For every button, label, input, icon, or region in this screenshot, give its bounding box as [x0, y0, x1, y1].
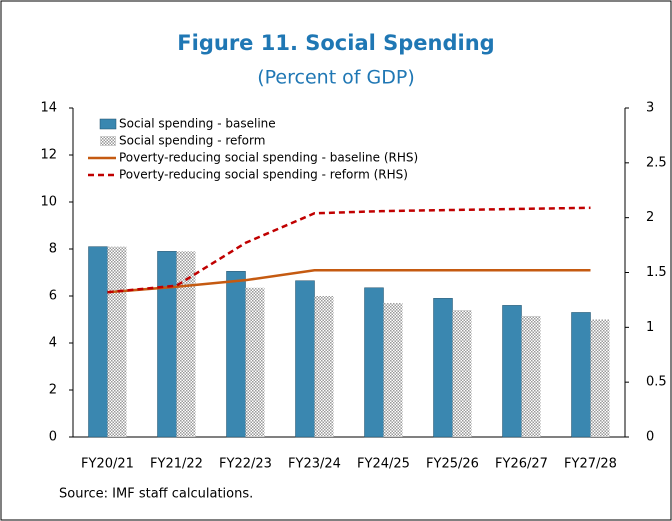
line: [107, 206, 591, 294]
y2-tick-label: 0: [646, 430, 654, 445]
x-tick-label: FY23/24: [288, 457, 341, 472]
bar: [88, 246, 108, 438]
bar: [452, 310, 472, 437]
x-tick-label: FY27/28: [564, 457, 617, 472]
legend-swatch: [99, 118, 117, 130]
legend-label: Social spending - reform: [119, 134, 265, 148]
bar: [502, 305, 522, 438]
bar: [295, 280, 315, 438]
chart-title: Figure 11. Social Spending: [177, 31, 494, 55]
bar: [571, 312, 591, 438]
chart-subtitle: (Percent of GDP): [257, 67, 415, 89]
y2-tick-label: 0.5: [646, 375, 667, 390]
y-tick-label: 0: [49, 430, 57, 445]
bar: [314, 296, 334, 437]
bar: [364, 287, 384, 438]
x-tick-label: FY26/27: [495, 457, 548, 472]
line: [107, 269, 591, 294]
y-tick-label: 12: [40, 148, 57, 163]
bar: [107, 246, 127, 437]
bar: [590, 319, 610, 437]
bar: [176, 251, 196, 437]
bar: [521, 315, 541, 437]
y-tick-label: 2: [49, 383, 57, 398]
y-tick-label: 8: [49, 242, 57, 257]
bar: [433, 298, 453, 438]
y-tick-label: 6: [49, 289, 57, 304]
y2-tick-label: 2: [646, 210, 654, 225]
y-tick-label: 4: [49, 336, 57, 351]
bar: [226, 271, 246, 438]
legend-swatch: [100, 136, 116, 146]
y2-tick-label: 1.5: [646, 265, 667, 280]
legend-label: Poverty-reducing social spending - refor…: [119, 168, 408, 182]
legend-label: Poverty-reducing social spending - basel…: [119, 151, 418, 165]
bar: [383, 303, 403, 437]
x-tick-label: FY20/21: [81, 457, 134, 472]
legend-label: Social spending - baseline: [119, 117, 276, 131]
y-tick-label: 10: [40, 195, 57, 210]
x-tick-label: FY24/25: [357, 457, 410, 472]
y-tick-label: 14: [40, 101, 57, 116]
y2-tick-label: 3: [646, 101, 654, 116]
x-tick-label: FY25/26: [426, 457, 479, 472]
bar: [157, 251, 177, 438]
x-tick-label: FY22/23: [219, 457, 272, 472]
y2-tick-label: 1: [646, 320, 654, 335]
bar: [245, 287, 265, 437]
source-note: Source: IMF staff calculations.: [59, 487, 253, 502]
y2-tick-label: 2.5: [646, 155, 667, 170]
x-tick-label: FY21/22: [150, 457, 203, 472]
